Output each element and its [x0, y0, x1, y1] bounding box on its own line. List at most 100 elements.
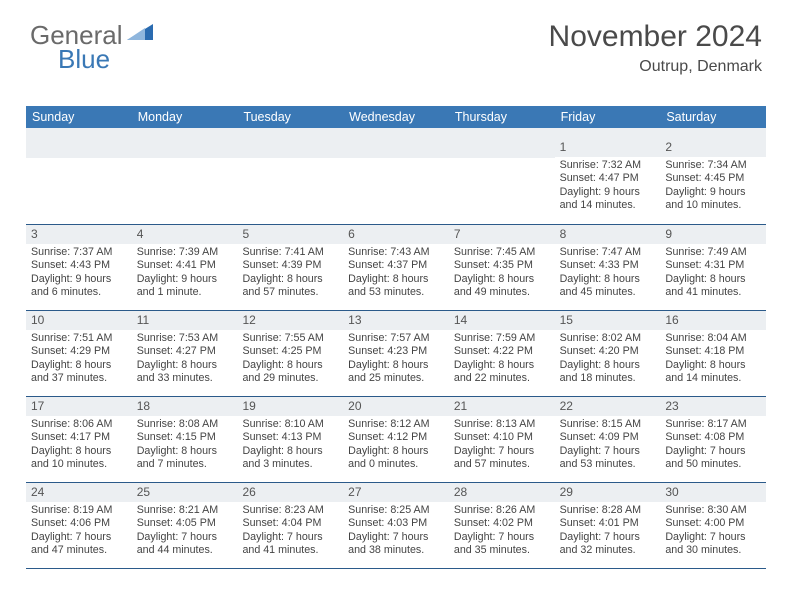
day1-text: Daylight: 7 hours — [454, 531, 550, 544]
sunrise-text: Sunrise: 7:51 AM — [31, 332, 127, 345]
day-cell — [26, 138, 132, 224]
day-cell: 3Sunrise: 7:37 AMSunset: 4:43 PMDaylight… — [26, 225, 132, 310]
day2-text: and 41 minutes. — [242, 544, 338, 557]
date-number: 3 — [26, 225, 132, 244]
day-cell: 29Sunrise: 8:28 AMSunset: 4:01 PMDayligh… — [555, 483, 661, 568]
sunrise-text: Sunrise: 7:43 AM — [348, 246, 444, 259]
date-number: 21 — [449, 397, 555, 416]
sunset-text: Sunset: 4:15 PM — [137, 431, 233, 444]
sunrise-text: Sunrise: 7:53 AM — [137, 332, 233, 345]
day1-text: Daylight: 8 hours — [137, 445, 233, 458]
sunset-text: Sunset: 4:22 PM — [454, 345, 550, 358]
day1-text: Daylight: 8 hours — [242, 359, 338, 372]
day-body: Sunrise: 7:57 AMSunset: 4:23 PMDaylight:… — [343, 330, 449, 396]
sunset-text: Sunset: 4:04 PM — [242, 517, 338, 530]
brand-part2: Blue — [58, 46, 153, 72]
day-cell: 5Sunrise: 7:41 AMSunset: 4:39 PMDaylight… — [237, 225, 343, 310]
day2-text: and 7 minutes. — [137, 458, 233, 471]
sunset-text: Sunset: 4:41 PM — [137, 259, 233, 272]
sunrise-text: Sunrise: 7:37 AM — [31, 246, 127, 259]
week-row: 10Sunrise: 7:51 AMSunset: 4:29 PMDayligh… — [26, 311, 766, 397]
day1-text: Daylight: 8 hours — [348, 273, 444, 286]
sunrise-text: Sunrise: 7:59 AM — [454, 332, 550, 345]
date-number: 14 — [449, 311, 555, 330]
day2-text: and 38 minutes. — [348, 544, 444, 557]
day1-text: Daylight: 7 hours — [242, 531, 338, 544]
day1-text: Daylight: 7 hours — [665, 445, 761, 458]
day-body — [343, 158, 449, 224]
day2-text: and 6 minutes. — [31, 286, 127, 299]
day2-text: and 14 minutes. — [665, 372, 761, 385]
date-number: 29 — [555, 483, 661, 502]
date-number: 24 — [26, 483, 132, 502]
sunrise-text: Sunrise: 7:45 AM — [454, 246, 550, 259]
day2-text: and 57 minutes. — [454, 458, 550, 471]
date-number: 15 — [555, 311, 661, 330]
date-number: 7 — [449, 225, 555, 244]
sunset-text: Sunset: 4:39 PM — [242, 259, 338, 272]
day-body: Sunrise: 7:45 AMSunset: 4:35 PMDaylight:… — [449, 244, 555, 310]
day-body: Sunrise: 8:10 AMSunset: 4:13 PMDaylight:… — [237, 416, 343, 482]
sunrise-text: Sunrise: 8:30 AM — [665, 504, 761, 517]
day2-text: and 53 minutes. — [560, 458, 656, 471]
day2-text: and 44 minutes. — [137, 544, 233, 557]
day2-text: and 25 minutes. — [348, 372, 444, 385]
day-cell: 9Sunrise: 7:49 AMSunset: 4:31 PMDaylight… — [660, 225, 766, 310]
week-row: 17Sunrise: 8:06 AMSunset: 4:17 PMDayligh… — [26, 397, 766, 483]
day-body: Sunrise: 8:30 AMSunset: 4:00 PMDaylight:… — [660, 502, 766, 568]
date-number: 18 — [132, 397, 238, 416]
day2-text: and 1 minute. — [137, 286, 233, 299]
date-number: 9 — [660, 225, 766, 244]
date-number: 30 — [660, 483, 766, 502]
day-cell — [449, 138, 555, 224]
date-number: 28 — [449, 483, 555, 502]
day-body — [26, 158, 132, 224]
sunrise-text: Sunrise: 8:15 AM — [560, 418, 656, 431]
sunrise-text: Sunrise: 8:17 AM — [665, 418, 761, 431]
date-number: 4 — [132, 225, 238, 244]
sunset-text: Sunset: 4:27 PM — [137, 345, 233, 358]
weeks-container: 1Sunrise: 7:32 AMSunset: 4:47 PMDaylight… — [26, 138, 766, 569]
page-title: November 2024 — [549, 20, 762, 54]
date-number — [26, 138, 132, 158]
day-body: Sunrise: 7:41 AMSunset: 4:39 PMDaylight:… — [237, 244, 343, 310]
day-body: Sunrise: 7:47 AMSunset: 4:33 PMDaylight:… — [555, 244, 661, 310]
day1-text: Daylight: 8 hours — [137, 359, 233, 372]
day2-text: and 53 minutes. — [348, 286, 444, 299]
day2-text: and 45 minutes. — [560, 286, 656, 299]
day1-text: Daylight: 7 hours — [560, 531, 656, 544]
date-number: 17 — [26, 397, 132, 416]
day-body: Sunrise: 7:55 AMSunset: 4:25 PMDaylight:… — [237, 330, 343, 396]
day1-text: Daylight: 7 hours — [560, 445, 656, 458]
day-cell: 4Sunrise: 7:39 AMSunset: 4:41 PMDaylight… — [132, 225, 238, 310]
date-number — [343, 138, 449, 158]
weekday-header: Saturday — [660, 106, 766, 128]
day1-text: Daylight: 8 hours — [348, 445, 444, 458]
sunset-text: Sunset: 4:31 PM — [665, 259, 761, 272]
date-number: 2 — [660, 138, 766, 157]
calendar-page: General Blue November 2024 Outrup, Denma… — [0, 0, 792, 612]
sunrise-text: Sunrise: 7:32 AM — [560, 159, 656, 172]
day-cell: 12Sunrise: 7:55 AMSunset: 4:25 PMDayligh… — [237, 311, 343, 396]
day1-text: Daylight: 8 hours — [31, 445, 127, 458]
day-cell: 6Sunrise: 7:43 AMSunset: 4:37 PMDaylight… — [343, 225, 449, 310]
day2-text: and 50 minutes. — [665, 458, 761, 471]
sunset-text: Sunset: 4:29 PM — [31, 345, 127, 358]
day2-text: and 10 minutes. — [31, 458, 127, 471]
sunrise-text: Sunrise: 8:02 AM — [560, 332, 656, 345]
day1-text: Daylight: 8 hours — [242, 445, 338, 458]
sunset-text: Sunset: 4:33 PM — [560, 259, 656, 272]
day-cell: 8Sunrise: 7:47 AMSunset: 4:33 PMDaylight… — [555, 225, 661, 310]
day-body: Sunrise: 8:17 AMSunset: 4:08 PMDaylight:… — [660, 416, 766, 482]
sunset-text: Sunset: 4:09 PM — [560, 431, 656, 444]
day-body: Sunrise: 8:08 AMSunset: 4:15 PMDaylight:… — [132, 416, 238, 482]
sunset-text: Sunset: 4:01 PM — [560, 517, 656, 530]
day-cell: 10Sunrise: 7:51 AMSunset: 4:29 PMDayligh… — [26, 311, 132, 396]
day-body: Sunrise: 8:23 AMSunset: 4:04 PMDaylight:… — [237, 502, 343, 568]
date-number: 19 — [237, 397, 343, 416]
day-body: Sunrise: 8:04 AMSunset: 4:18 PMDaylight:… — [660, 330, 766, 396]
sunset-text: Sunset: 4:17 PM — [31, 431, 127, 444]
day-cell: 30Sunrise: 8:30 AMSunset: 4:00 PMDayligh… — [660, 483, 766, 568]
day-cell: 22Sunrise: 8:15 AMSunset: 4:09 PMDayligh… — [555, 397, 661, 482]
day-body: Sunrise: 8:25 AMSunset: 4:03 PMDaylight:… — [343, 502, 449, 568]
